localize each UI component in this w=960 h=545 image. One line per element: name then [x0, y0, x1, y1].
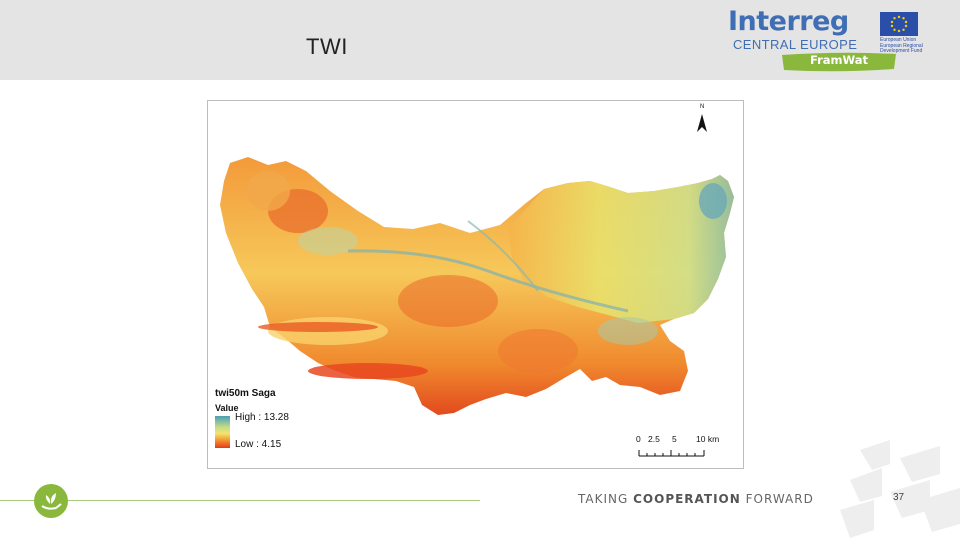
logo-brand: Interreg — [728, 6, 849, 37]
north-arrow-icon — [697, 114, 707, 132]
twi-raster-map — [220, 157, 734, 415]
scale-bar: 0 2.5 5 10 km — [636, 434, 736, 460]
tagline-part-2: FORWARD — [740, 492, 814, 506]
north-arrow: N — [692, 104, 712, 134]
framwat-badge: FramWat — [780, 52, 898, 72]
eu-fund-text: European Union European Regional Develop… — [880, 37, 923, 54]
tagline-bold: COOPERATION — [633, 492, 741, 506]
scale-label-2: 5 — [672, 434, 677, 444]
legend-low-label: Low : 4.15 — [235, 439, 282, 450]
slide-title: TWI — [306, 34, 348, 59]
scale-label-1: 2.5 — [648, 434, 660, 444]
scale-label-3: 10 km — [696, 434, 720, 444]
tagline-part-1: TAKING — [578, 492, 634, 506]
interreg-logo: Interreg CENTRAL EUROPE European Union E… — [728, 8, 928, 74]
north-label: N — [700, 104, 705, 110]
framwat-label: FramWat — [809, 53, 869, 67]
legend-value-label: Value — [215, 403, 239, 413]
legend-color-ramp — [215, 416, 230, 448]
footer-divider-left — [0, 500, 34, 501]
decorative-arrows — [820, 440, 960, 540]
page-number: 37 — [893, 492, 905, 503]
scale-label-0: 0 — [636, 434, 641, 444]
footer-divider — [60, 500, 480, 501]
logo-program: CENTRAL EUROPE — [733, 37, 858, 52]
twi-map — [207, 100, 744, 469]
legend-title: twi50m Saga — [215, 388, 276, 399]
eu-flag-icon — [880, 12, 918, 36]
hand-plant-icon — [34, 484, 68, 518]
footer-tagline: TAKING COOPERATION FORWARD — [578, 492, 814, 506]
legend-high-label: High : 13.28 — [235, 412, 289, 423]
scale-ruler — [638, 450, 705, 457]
